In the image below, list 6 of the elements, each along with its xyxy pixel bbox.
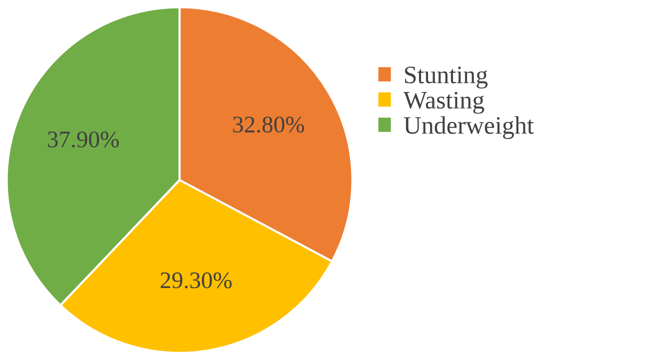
legend-label: Stunting <box>405 66 488 89</box>
data-label: 32.80% <box>233 116 304 133</box>
data-label: 29.30% <box>160 272 232 288</box>
legend-label: Wasting <box>403 92 484 114</box>
data-label: 37.90% <box>48 131 119 148</box>
legend-label: Underweight <box>404 116 534 140</box>
